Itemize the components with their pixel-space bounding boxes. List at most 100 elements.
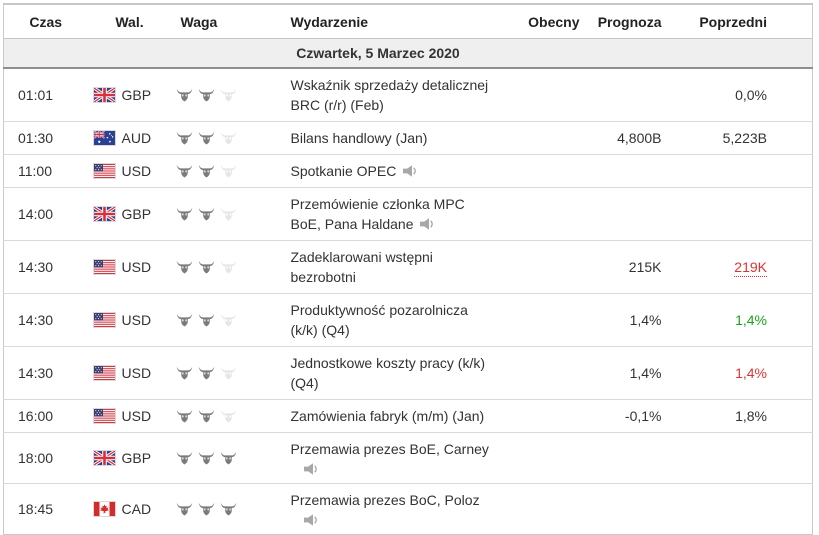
currency-code: USD: [121, 259, 152, 275]
currency-cell: USD: [87, 346, 172, 400]
bull-icon: [198, 313, 214, 327]
actual-value: [518, 346, 584, 400]
bull-icon: [176, 131, 192, 145]
previous-value-text: 0,0%: [735, 87, 767, 103]
importance-rating: [176, 451, 289, 465]
event-time: 14:00: [3, 187, 88, 241]
event-link[interactable]: Zamówienia fabryk (m/m) (Jan): [290, 408, 485, 424]
currency-cell: GBP: [88, 68, 172, 122]
currency-cell: CAD: [87, 483, 172, 535]
flag-united-kingdom-icon: [92, 205, 116, 223]
previous-value: 1,8%: [665, 399, 813, 433]
currency-cell: USD: [87, 293, 172, 347]
bull-icon: [198, 164, 214, 178]
bull-icon: [176, 502, 192, 516]
event-row[interactable]: 18:00 GBP Przemawia prezes BoE, Carney: [3, 432, 813, 484]
currency-cell: USD: [87, 399, 172, 433]
event-time: 18:00: [3, 432, 88, 484]
importance-cell: [171, 187, 289, 241]
event-link[interactable]: Jednostkowe koszty pracy (k/k): [290, 355, 486, 371]
event-link[interactable]: Wskaźnik sprzedaży detalicznej: [290, 77, 489, 93]
economic-calendar-table: Czas Wal. Waga Wydarzenie Obecny Prognoz…: [3, 3, 813, 535]
currency-code: USD: [121, 163, 152, 179]
bull-icon: [220, 131, 236, 145]
bull-icon: [176, 164, 192, 178]
event-row[interactable]: 16:00 USD Zamówienia fabryk (m/m) (Jan) -0,…: [3, 399, 813, 433]
column-header-currency: Wal.: [87, 4, 172, 39]
currency-code: GBP: [121, 206, 152, 222]
event-cell: Przemawia prezes BoE, Carney: [288, 432, 519, 484]
event-time: 16:00: [3, 399, 88, 433]
date-label: Czwartek, 5 Marzec 2020: [3, 38, 813, 69]
flag-united-kingdom-icon: [92, 86, 116, 104]
event-link[interactable]: Spotkanie OPEC: [290, 163, 397, 179]
event-link[interactable]: Przemawia prezes BoE, Carney: [290, 441, 489, 457]
currency-cell: GBP: [87, 187, 172, 241]
event-link[interactable]: Produktywność pozarolnicza: [290, 302, 468, 318]
importance-cell: [171, 121, 289, 155]
currency-code: GBP: [121, 450, 152, 466]
previous-value: [665, 154, 813, 188]
event-link[interactable]: (Q4): [290, 375, 319, 391]
currency-code: GBP: [121, 87, 152, 103]
previous-value: 1,4%: [665, 293, 813, 347]
bull-icon: [220, 260, 236, 274]
event-row[interactable]: 01:30 AUD Bilans handlowy (Jan) 4,800B 5,223…: [3, 121, 813, 155]
previous-value: [665, 187, 813, 241]
event-link[interactable]: bezrobotni: [290, 269, 356, 285]
event-cell: Przemawia prezes BoC, Poloz: [288, 483, 519, 535]
flag-united-states-icon: [93, 259, 115, 275]
previous-value: 5,223B: [665, 121, 813, 155]
event-time: 11:00: [3, 154, 88, 188]
speaker-icon: [420, 218, 434, 230]
event-cell: Spotkanie OPEC: [288, 154, 519, 188]
importance-rating: [176, 409, 289, 423]
event-row[interactable]: 18:45 CAD Przemawia prezes BoC, Poloz: [3, 483, 813, 535]
flag-australia-icon: [93, 130, 115, 146]
importance-rating: [176, 366, 289, 380]
currency-code: USD: [121, 312, 152, 328]
forecast-value: [584, 68, 666, 122]
event-cell: Zamówienia fabryk (m/m) (Jan): [288, 399, 519, 433]
previous-value-text[interactable]: 219K: [734, 259, 767, 277]
event-time: 14:30: [3, 240, 88, 294]
importance-rating: [176, 131, 289, 145]
flag-canada-icon: [93, 501, 115, 517]
currency-cell: GBP: [87, 432, 172, 484]
bull-icon: [198, 131, 214, 145]
importance-cell: [171, 483, 289, 535]
event-time: 01:01: [18, 87, 54, 103]
event-link[interactable]: Przemówienie członka MPC: [290, 196, 465, 212]
event-row[interactable]: 14:30 USD Zadeklarowani wstępni bezrobotni 2…: [3, 240, 813, 294]
bull-icon: [176, 88, 192, 102]
event-link[interactable]: BoE, Pana Haldane: [290, 216, 414, 232]
forecast-value: 1,4%: [583, 293, 666, 347]
bull-icon: [220, 502, 236, 516]
currency-code: USD: [121, 408, 152, 424]
bull-icon: [176, 207, 192, 221]
column-header-importance: Waga: [171, 4, 289, 39]
flag-united-states-icon: [93, 312, 115, 328]
event-row[interactable]: 14:00 GBP Przemówienie członka MPC BoE, Pan…: [3, 187, 813, 241]
bull-icon: [176, 260, 192, 274]
previous-value: 1,4%: [665, 346, 813, 400]
event-link[interactable]: Bilans handlowy (Jan): [290, 130, 428, 146]
event-link[interactable]: BRC (r/r) (Feb): [290, 97, 384, 113]
importance-rating: [176, 207, 289, 221]
previous-value: [665, 483, 813, 535]
bull-icon: [220, 451, 236, 465]
bull-icon: [198, 366, 214, 380]
event-link[interactable]: Przemawia prezes BoC, Poloz: [290, 492, 480, 508]
event-row[interactable]: 14:30 USD Produktywność pozarolnicza (k/k) …: [3, 293, 813, 347]
event-row[interactable]: 14:30 USD Jednostkowe koszty pracy (k/k) (Q…: [3, 346, 813, 400]
column-header-time: Czas: [3, 4, 88, 39]
event-link[interactable]: Zadeklarowani wstępni: [290, 249, 433, 265]
event-row[interactable]: 01:01 GBP Wskaźnik sprzedaży detalicznej BR…: [4, 68, 813, 122]
event-cell: Przemówienie członka MPC BoE, Pana Haldan…: [288, 187, 519, 241]
actual-value: [518, 154, 584, 188]
bull-icon: [198, 207, 214, 221]
event-link[interactable]: (k/k) (Q4): [290, 322, 350, 338]
previous-value-text: 1,4%: [735, 365, 767, 381]
previous-value: [665, 432, 813, 484]
event-row[interactable]: 11:00 USD Spotkanie OPEC: [3, 154, 813, 188]
